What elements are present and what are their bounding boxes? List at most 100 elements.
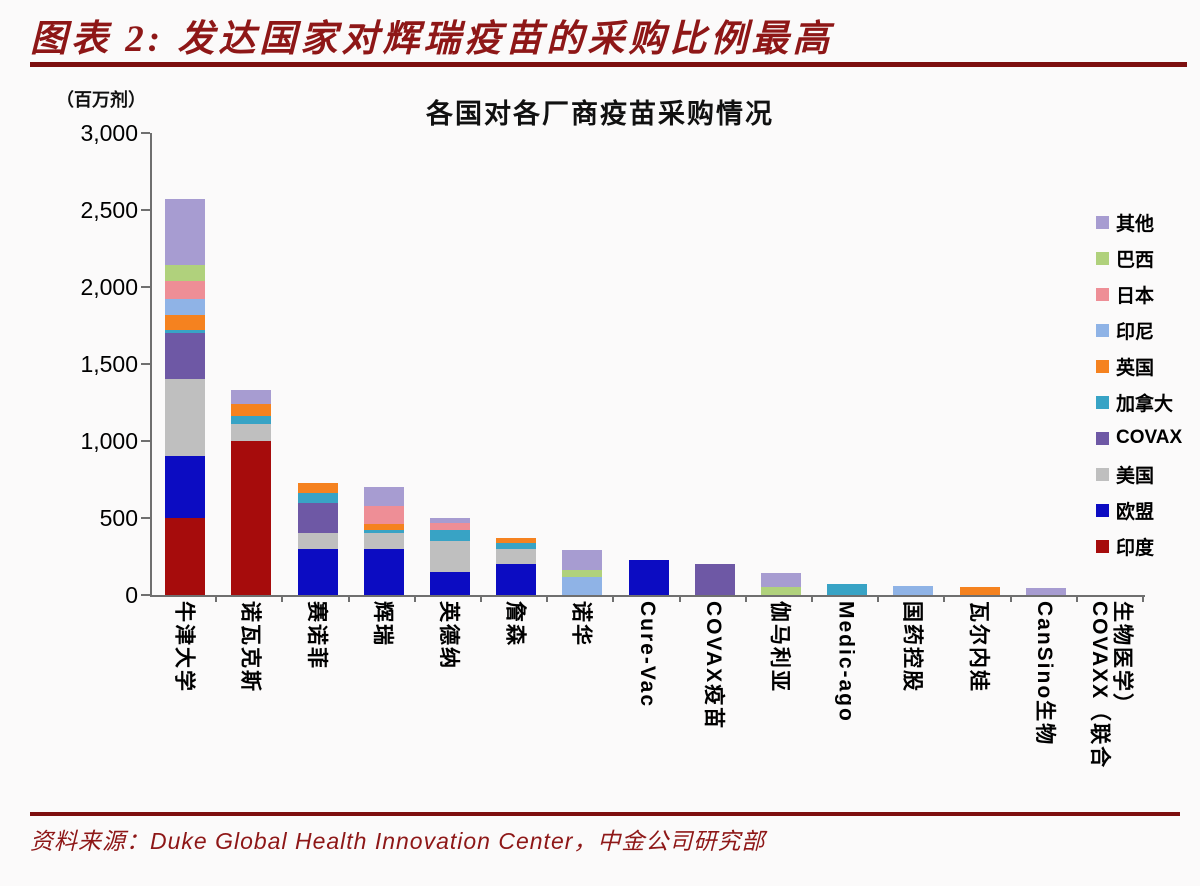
x-axis-label: 牛津大学 bbox=[172, 601, 196, 693]
x-axis-tick bbox=[546, 595, 549, 602]
x-axis-label-slot: COVAXX（联合生物医学） bbox=[1077, 601, 1143, 781]
legend-swatch bbox=[1096, 359, 1109, 373]
bar-segment-Cure-Vac-欧盟 bbox=[628, 560, 669, 595]
x-axis-label-slot: 国药控股 bbox=[878, 601, 944, 781]
bar-segment-詹森-美国 bbox=[496, 548, 537, 565]
x-axis-tick bbox=[1009, 595, 1012, 602]
x-axis-label-slot: 辉瑞 bbox=[349, 601, 415, 781]
bar-segment-诺华-其他 bbox=[562, 549, 603, 570]
bar-segment-牛津大学-美国 bbox=[165, 379, 206, 457]
x-axis-label: 诺华 bbox=[569, 601, 593, 647]
x-axis-label-slot: 詹森 bbox=[481, 601, 547, 781]
legend-label: 欧盟 bbox=[1116, 501, 1155, 523]
y-axis-tick-label: 1,500 bbox=[80, 351, 138, 377]
x-axis-label-slot: 牛津大学 bbox=[150, 601, 216, 781]
bar-segment-伽马利亚-巴西 bbox=[760, 587, 801, 595]
y-axis-tick-label: 3,000 bbox=[80, 120, 138, 146]
legend-label: 英国 bbox=[1116, 357, 1155, 379]
bar-segment-COVAX疫苗-COVAX bbox=[694, 564, 735, 595]
legend-item-日本: 日本 bbox=[1096, 276, 1182, 312]
bar-segment-诺瓦克斯-印度 bbox=[231, 441, 272, 595]
legend-label: 印尼 bbox=[1116, 321, 1155, 343]
x-axis-label-slot: 伽马利亚 bbox=[746, 601, 812, 781]
bar-segment-牛津大学-加拿大 bbox=[165, 330, 206, 334]
y-axis-tick bbox=[141, 286, 150, 288]
x-axis-label: 詹森 bbox=[503, 601, 527, 647]
plot-area bbox=[150, 133, 1145, 597]
x-axis-tick bbox=[678, 595, 681, 602]
bar-segment-诺瓦克斯-其他 bbox=[231, 390, 272, 405]
x-axis-label: Cure-Vac bbox=[635, 601, 659, 709]
x-axis-label-slot: 诺华 bbox=[547, 601, 613, 781]
bar-segment-辉瑞-英国 bbox=[363, 524, 404, 531]
x-axis-label-slot: Medic-ago bbox=[812, 601, 878, 781]
bar-segment-辉瑞-欧盟 bbox=[363, 548, 404, 595]
bar-segment-赛诺菲-美国 bbox=[297, 533, 338, 549]
legend-swatch bbox=[1096, 539, 1109, 553]
bar-segment-牛津大学-印度 bbox=[165, 518, 206, 595]
legend-label: 其他 bbox=[1116, 213, 1155, 235]
x-axis-tick bbox=[413, 595, 416, 602]
legend-label: 日本 bbox=[1116, 285, 1155, 307]
x-axis-tick bbox=[877, 595, 880, 602]
x-axis-label: 诺瓦克斯 bbox=[238, 601, 262, 693]
y-axis-tick bbox=[141, 440, 150, 442]
bar-segment-英德纳-日本 bbox=[429, 522, 470, 531]
y-axis-tick bbox=[141, 132, 150, 134]
legend-item-英国: 英国 bbox=[1096, 348, 1182, 384]
legend-swatch bbox=[1096, 467, 1109, 481]
x-axis-label: 瓦尔内娃 bbox=[966, 601, 990, 693]
bar-segment-英德纳-加拿大 bbox=[429, 530, 470, 542]
bar-segment-辉瑞-美国 bbox=[363, 533, 404, 549]
legend-swatch bbox=[1096, 215, 1109, 229]
y-axis-unit-label: （百万剂） bbox=[56, 90, 146, 110]
x-axis-tick bbox=[943, 595, 946, 602]
bar-segment-辉瑞-日本 bbox=[363, 505, 404, 525]
legend-swatch bbox=[1096, 395, 1109, 409]
legend-item-加拿大: 加拿大 bbox=[1096, 384, 1182, 420]
legend-swatch bbox=[1096, 251, 1109, 265]
x-axis-label: COVAXX（联合生物医学） bbox=[1087, 601, 1134, 770]
bar-segment-牛津大学-巴西 bbox=[165, 265, 206, 281]
bar-segment-英德纳-欧盟 bbox=[429, 571, 470, 595]
bar-segment-赛诺菲-欧盟 bbox=[297, 548, 338, 595]
bar-segment-赛诺菲-加拿大 bbox=[297, 493, 338, 503]
legend-swatch bbox=[1096, 323, 1109, 337]
x-axis-label: Medic-ago bbox=[834, 601, 858, 723]
x-axis-label: 赛诺菲 bbox=[304, 601, 328, 670]
bar-segment-牛津大学-COVAX bbox=[165, 333, 206, 380]
bar-segment-诺瓦克斯-加拿大 bbox=[231, 415, 272, 425]
y-axis-tick bbox=[141, 594, 150, 596]
x-axis-label-slot: 英德纳 bbox=[415, 601, 481, 781]
legend-label: COVAX bbox=[1116, 427, 1183, 448]
y-axis-tick-label: 2,500 bbox=[80, 197, 138, 223]
legend-item-COVAX: COVAX bbox=[1096, 420, 1182, 456]
x-axis-label-slot: CanSino生物 bbox=[1011, 601, 1077, 781]
chart-title: 各国对各厂商疫苗采购情况 bbox=[426, 99, 774, 129]
x-axis-label: 国药控股 bbox=[900, 601, 924, 693]
legend-item-印尼: 印尼 bbox=[1096, 312, 1182, 348]
x-axis-label-slot: 瓦尔内娃 bbox=[944, 601, 1010, 781]
bar-segment-詹森-欧盟 bbox=[496, 564, 537, 595]
legend-swatch bbox=[1096, 503, 1109, 517]
x-axis-label: 英德纳 bbox=[437, 601, 461, 670]
x-axis-tick bbox=[811, 595, 813, 602]
x-axis-label: 辉瑞 bbox=[371, 601, 395, 647]
legend-item-其他: 其他 bbox=[1096, 204, 1182, 240]
bar-segment-CanSino生物-其他 bbox=[1025, 588, 1066, 595]
bar-segment-诺瓦克斯-英国 bbox=[231, 404, 272, 416]
y-axis-tick-label: 2,000 bbox=[80, 274, 138, 300]
x-axis-tick bbox=[744, 595, 747, 602]
bar-segment-诺华-巴西 bbox=[562, 569, 603, 578]
x-axis-label-slot: COVAX疫苗 bbox=[680, 601, 746, 781]
legend-label: 巴西 bbox=[1116, 249, 1155, 271]
y-axis-tick-label: 500 bbox=[99, 505, 138, 531]
bar-segment-詹森-英国 bbox=[496, 538, 537, 544]
legend-label: 美国 bbox=[1116, 465, 1155, 487]
bar-segment-牛津大学-印尼 bbox=[165, 299, 206, 315]
x-axis-tick bbox=[1075, 595, 1078, 602]
x-axis-tick bbox=[612, 595, 615, 602]
title-underline-rule bbox=[30, 62, 1187, 67]
bar-segment-赛诺菲-COVAX bbox=[297, 502, 338, 534]
bar-segment-牛津大学-其他 bbox=[165, 199, 206, 266]
